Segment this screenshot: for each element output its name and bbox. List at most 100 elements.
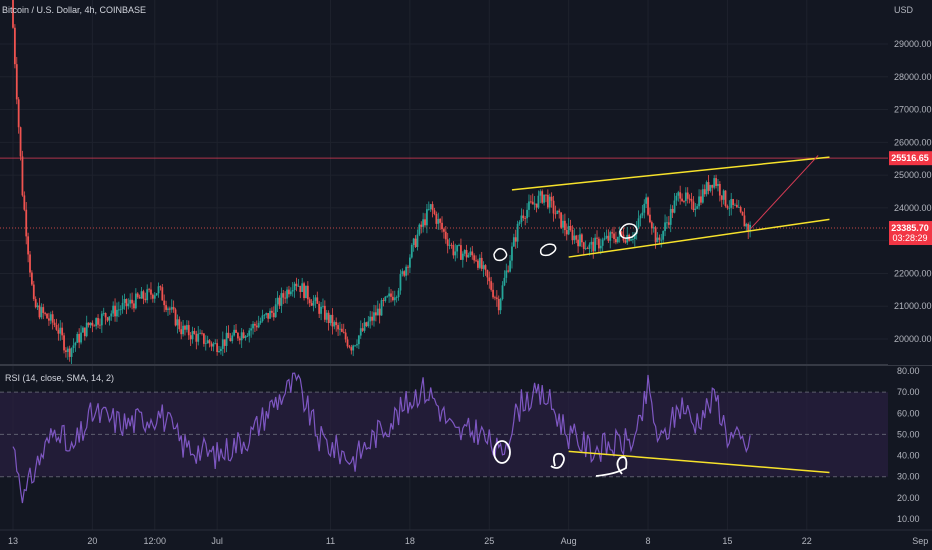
upper-trendline[interactable] bbox=[511, 156, 830, 191]
candle-body bbox=[274, 304, 277, 318]
candle-body bbox=[371, 316, 373, 321]
candle-body bbox=[732, 199, 734, 206]
time-tick-label: Aug bbox=[561, 536, 577, 546]
candle-body bbox=[289, 291, 292, 295]
candle-body bbox=[679, 192, 682, 199]
candle-body bbox=[609, 232, 612, 241]
rsi-divergence-line[interactable] bbox=[568, 450, 830, 474]
candle-body bbox=[189, 335, 192, 340]
candle-body bbox=[167, 308, 169, 310]
candle-body bbox=[138, 297, 141, 299]
candle-body bbox=[140, 291, 143, 299]
rsi-title[interactable]: RSI (14, close, SMA, 14, 2) bbox=[5, 373, 114, 383]
candle-body bbox=[550, 196, 553, 201]
candle-body bbox=[395, 297, 398, 298]
candle-body bbox=[265, 313, 268, 315]
projection-line[interactable] bbox=[749, 155, 819, 230]
candle-body bbox=[582, 242, 585, 249]
time-tick-label: 11 bbox=[326, 536, 335, 546]
candle-body bbox=[48, 318, 50, 321]
rsi-tick-label: 70.00 bbox=[897, 387, 920, 397]
candle-body bbox=[68, 348, 71, 357]
candle-body bbox=[116, 309, 118, 317]
candle-body bbox=[688, 198, 691, 200]
candle-body bbox=[95, 318, 98, 327]
candle-body bbox=[303, 283, 305, 299]
candle-body bbox=[123, 298, 126, 303]
candle-body bbox=[55, 324, 58, 330]
candle-body bbox=[202, 333, 205, 344]
candle-body bbox=[278, 297, 281, 306]
candle-body bbox=[102, 313, 105, 314]
candle-body bbox=[272, 312, 275, 318]
candle-body bbox=[327, 312, 330, 324]
rsi-tick-label: 40.00 bbox=[897, 451, 920, 461]
candle-body bbox=[590, 241, 593, 245]
candle-body bbox=[418, 224, 421, 235]
candle-body bbox=[478, 257, 481, 268]
candle-body bbox=[546, 194, 549, 208]
candle-body bbox=[613, 233, 615, 240]
candle-body bbox=[63, 335, 65, 351]
candle-body bbox=[146, 289, 149, 301]
candle-body bbox=[645, 197, 648, 204]
candle-body bbox=[380, 300, 383, 316]
price-tick-label: 27000.00 bbox=[894, 105, 932, 115]
candle-body bbox=[548, 196, 551, 208]
candle-body bbox=[91, 322, 94, 326]
candle-body bbox=[187, 325, 190, 336]
rsi-axis[interactable]: 10.00 20.00 30.00 40.00 50.00 60.00 70.00 80.00 bbox=[897, 366, 920, 524]
candle-body bbox=[325, 312, 328, 320]
candle-body bbox=[15, 64, 18, 100]
candle-body bbox=[579, 234, 581, 247]
candle-body bbox=[87, 322, 90, 326]
candle-body bbox=[25, 209, 28, 237]
candle-body bbox=[718, 183, 721, 196]
lower-trendline[interactable] bbox=[568, 218, 830, 258]
candle-body bbox=[703, 189, 706, 195]
candle-body bbox=[571, 229, 574, 241]
candle-body bbox=[562, 220, 564, 228]
candle-body bbox=[155, 293, 158, 296]
candle-body bbox=[340, 328, 343, 332]
candle-body bbox=[573, 235, 576, 241]
candle-body bbox=[76, 333, 79, 343]
candle-body bbox=[254, 323, 256, 326]
candle-body bbox=[210, 343, 213, 347]
candle-body bbox=[439, 219, 442, 223]
candle-body bbox=[448, 244, 451, 246]
candle-body bbox=[650, 222, 653, 229]
candle-body bbox=[522, 215, 525, 219]
candle-body bbox=[305, 285, 307, 299]
countdown-label: 03:28:29 bbox=[892, 233, 927, 243]
candle-body bbox=[692, 201, 695, 211]
candle-body bbox=[261, 315, 264, 322]
symbol-title[interactable]: Bitcoin / U.S. Dollar, 4h, COINBASE bbox=[2, 5, 146, 15]
candle-body bbox=[529, 201, 532, 203]
candle-body bbox=[475, 260, 477, 262]
candle-body bbox=[299, 285, 302, 292]
candle-body bbox=[598, 238, 600, 249]
candle-body bbox=[737, 207, 740, 208]
candle-body bbox=[426, 209, 428, 226]
candle-body bbox=[580, 234, 583, 243]
candle-body bbox=[452, 245, 455, 256]
candle-body bbox=[405, 266, 408, 276]
candle-body bbox=[424, 219, 426, 226]
candle-body bbox=[414, 238, 417, 248]
candle-body bbox=[416, 234, 419, 248]
candle-body bbox=[507, 270, 510, 272]
candle-body bbox=[288, 289, 290, 295]
candle-body bbox=[558, 210, 561, 213]
candle-body bbox=[255, 325, 258, 328]
candle-body bbox=[686, 192, 689, 199]
candle-body bbox=[227, 332, 230, 339]
candle-body bbox=[739, 207, 742, 212]
candle-body bbox=[524, 218, 527, 219]
candle-body bbox=[65, 350, 67, 352]
candle-body bbox=[301, 283, 304, 292]
rsi-line bbox=[12, 372, 751, 504]
candle-body bbox=[701, 189, 704, 203]
